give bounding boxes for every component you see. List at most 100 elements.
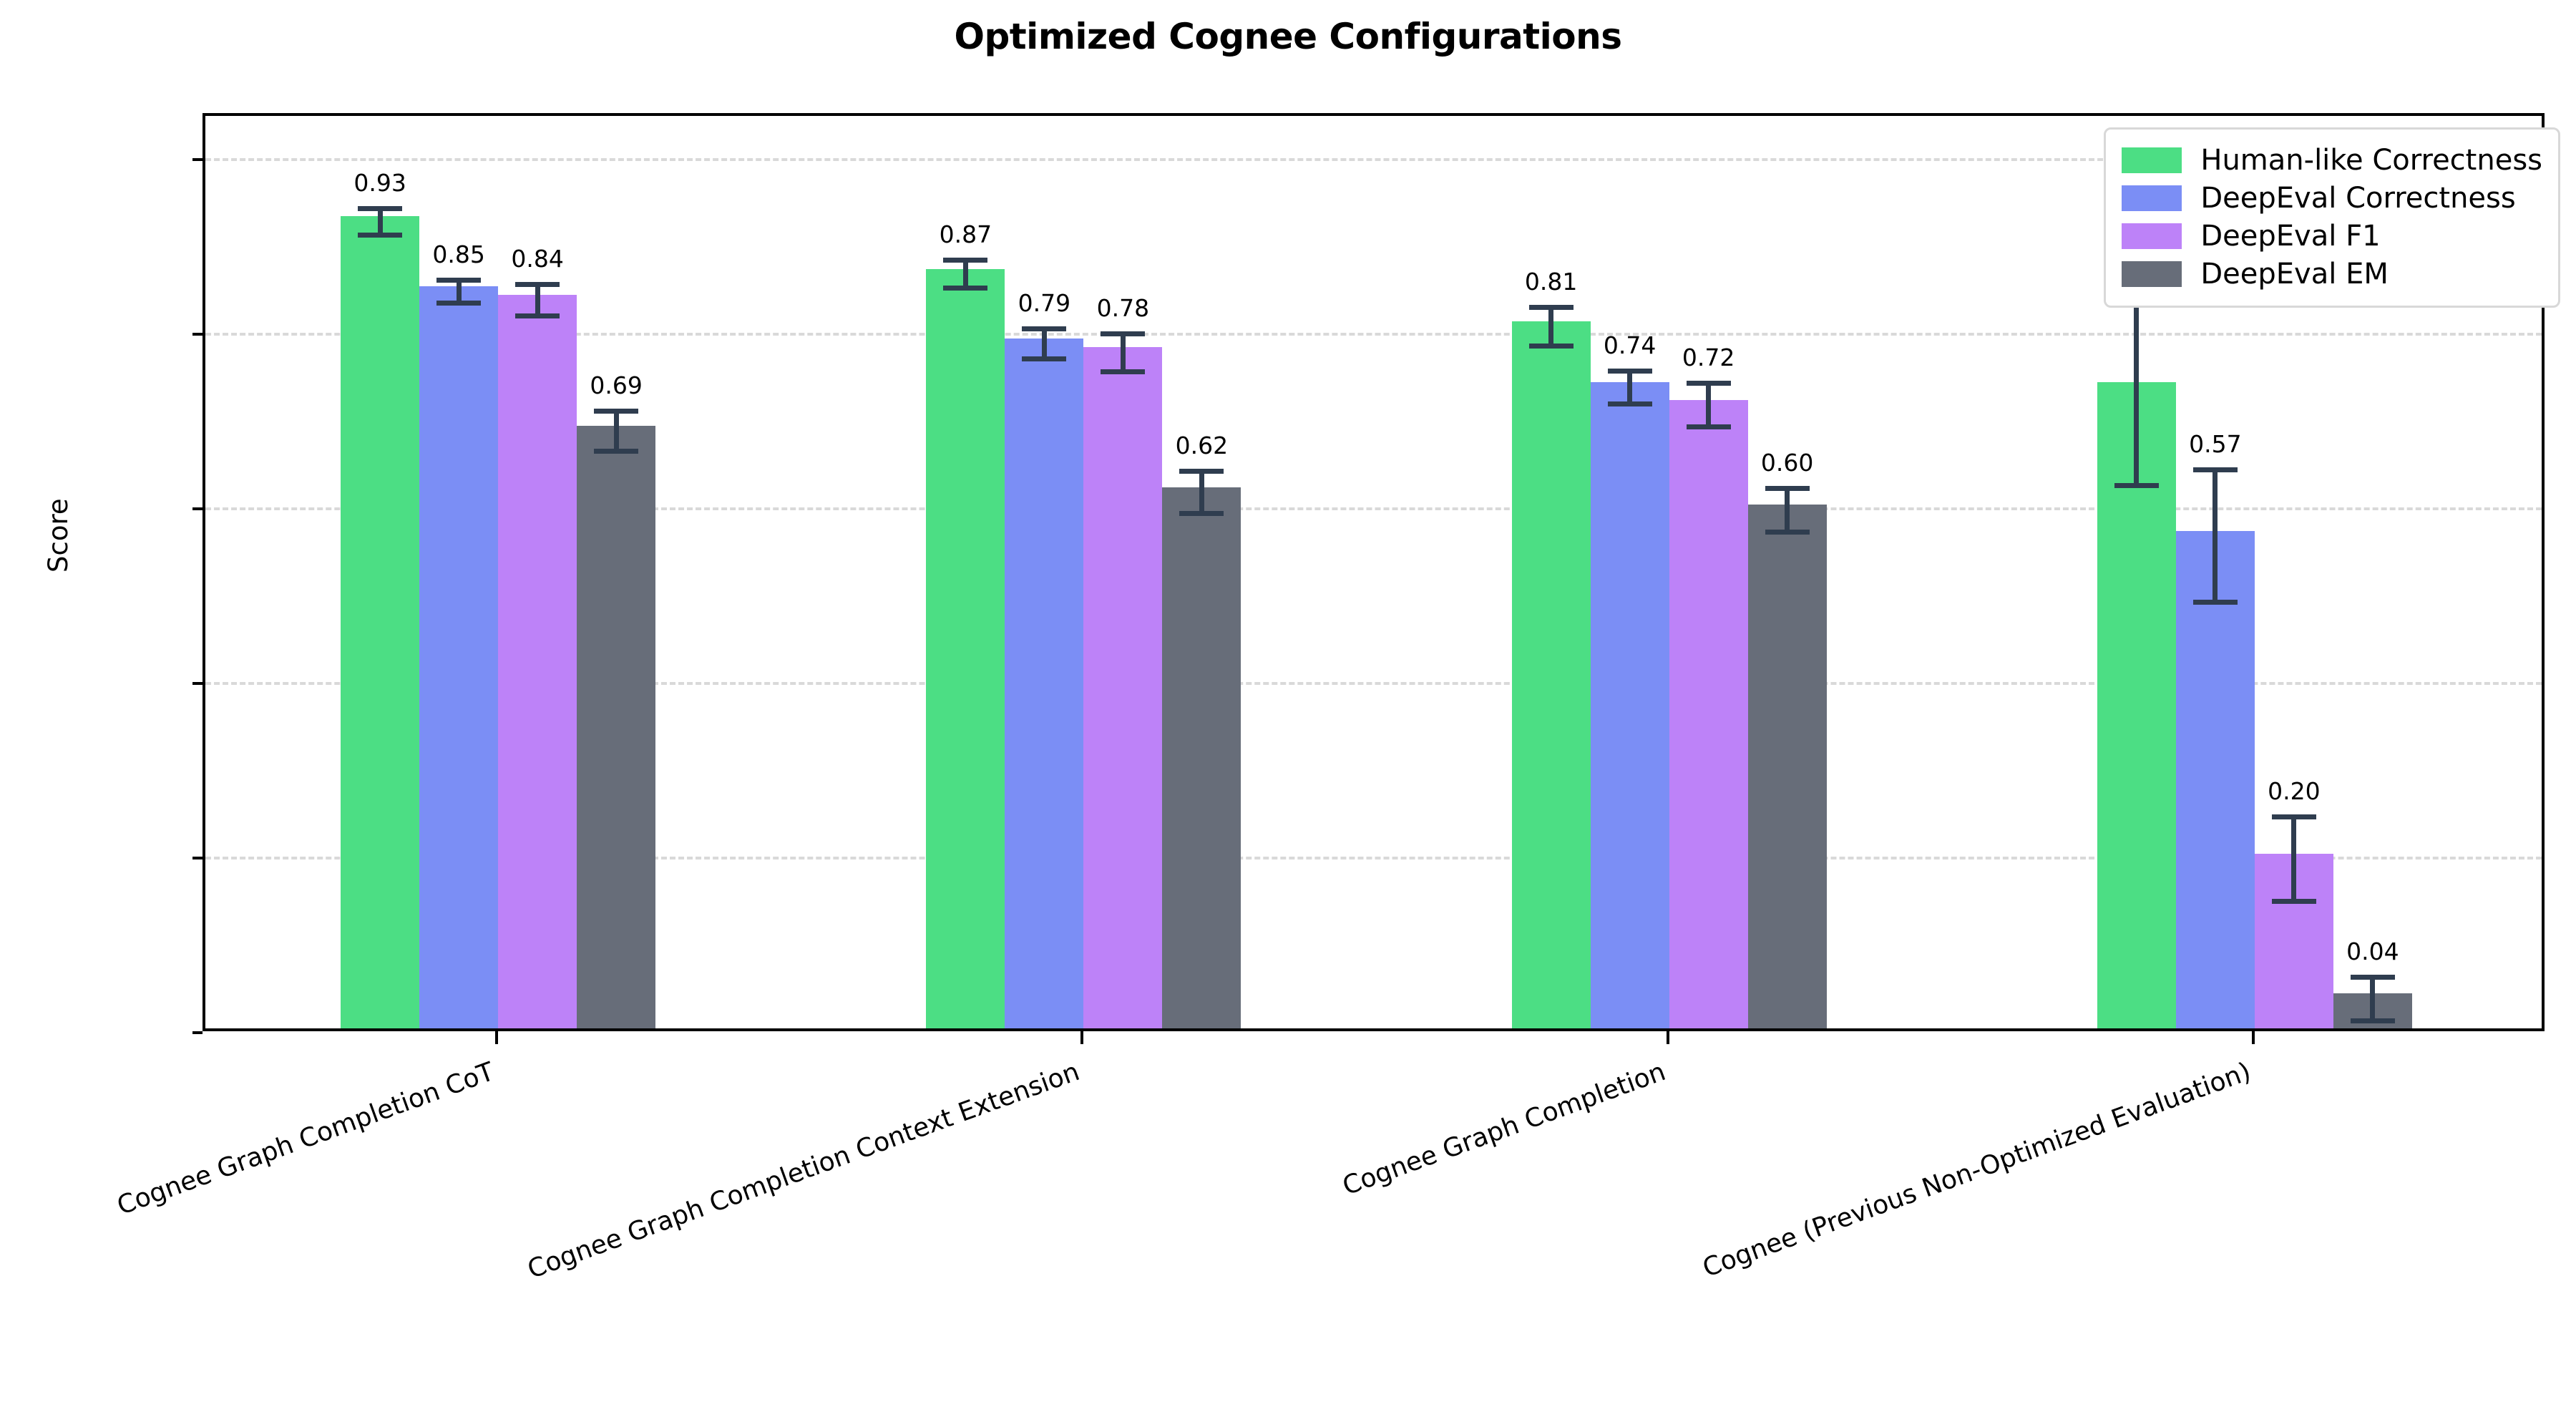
y-tick-mark [192, 1031, 203, 1034]
x-tick-mark [1080, 1031, 1084, 1044]
error-bar-line [1199, 469, 1204, 511]
error-bar-cap-top [1528, 304, 1574, 310]
bar [1083, 347, 1163, 1028]
error-bar-cap-top [2192, 467, 2238, 472]
x-tick-mark [2251, 1031, 2255, 1044]
bar-value-label: 0.79 [1018, 289, 1071, 318]
error-bar-line [1706, 381, 1712, 425]
error-bar-cap-bottom [2350, 1018, 2395, 1023]
bar-value-label: 0.62 [1175, 432, 1229, 460]
y-tick-mark [192, 857, 203, 859]
y-tick-mark [192, 158, 203, 161]
error-bar-line [2370, 974, 2376, 1018]
bar-value-label: 0.69 [590, 371, 643, 400]
bar [419, 286, 499, 1028]
y-axis-label: Score [43, 498, 74, 573]
legend-item[interactable]: Human-like Correctness [2122, 141, 2542, 179]
error-bar-cap-top [1179, 469, 1224, 474]
bar-value-label: 0.78 [1096, 293, 1150, 322]
legend-item-label: DeepEval Correctness [2200, 181, 2516, 215]
y-tick-mark [192, 333, 203, 336]
error-bar-line [1120, 331, 1126, 370]
bar-value-label: 0.93 [353, 169, 406, 198]
error-bar-cap-top [1022, 326, 1067, 332]
error-bar-line [456, 278, 462, 301]
bar-value-label: 0.85 [432, 240, 485, 269]
bar [1511, 321, 1591, 1028]
bar [1669, 399, 1748, 1028]
error-bar-cap-bottom [1179, 510, 1224, 516]
error-bar-cap-bottom [436, 300, 482, 306]
error-bar-cap-bottom [2192, 600, 2238, 605]
chart-title: Optimized Cognee Configurations [954, 16, 1622, 57]
error-bar-line [1785, 485, 1790, 530]
bar [1747, 505, 1827, 1028]
bar [926, 268, 1005, 1028]
error-bar-line [1627, 369, 1633, 402]
legend-swatch-icon [2122, 223, 2182, 249]
error-bar-cap-bottom [1765, 529, 1810, 535]
error-bar-line [535, 282, 540, 314]
bar-value-label: 0.57 [2189, 429, 2242, 458]
legend-item-label: Human-like Correctness [2200, 143, 2542, 177]
x-tick-mark [1666, 1031, 1669, 1044]
error-bar-line [377, 206, 383, 233]
bar-value-label: 0.60 [1760, 448, 1814, 477]
bar [577, 426, 656, 1028]
x-tick-mark [495, 1031, 499, 1044]
error-bar-cap-bottom [515, 313, 560, 319]
error-bar-cap-bottom [594, 449, 639, 454]
error-bar-line [1548, 304, 1554, 344]
bar-value-label: 0.72 [1682, 344, 1735, 372]
bar [498, 295, 577, 1028]
bar [2097, 382, 2176, 1028]
error-bar-line [2291, 814, 2297, 899]
x-tick-label: Cognee Graph Completion Context Extensio… [524, 1057, 1084, 1285]
error-bar-cap-bottom [1022, 356, 1067, 361]
x-tick-label: Cognee Graph Completion [1338, 1057, 1669, 1202]
error-bar-cap-bottom [1686, 424, 1731, 430]
legend-swatch-icon [2122, 147, 2182, 173]
error-bar-cap-top [2350, 974, 2395, 980]
error-bar-cap-top [515, 282, 560, 288]
error-bar-line [613, 409, 619, 449]
bar [2175, 530, 2255, 1028]
error-bar-cap-bottom [1607, 401, 1652, 407]
x-tick-label: Cognee (Previous Non-Optimized Evaluatio… [1699, 1057, 2255, 1284]
error-bar-cap-top [1101, 331, 1146, 336]
error-bar-cap-bottom [943, 286, 988, 291]
bar [1005, 339, 1084, 1028]
error-bar-cap-top [1607, 369, 1652, 374]
bar [341, 216, 420, 1028]
bar-value-label: 0.04 [2346, 937, 2399, 965]
legend-item-label: DeepEval EM [2200, 257, 2389, 291]
error-bar-line [1041, 326, 1047, 356]
error-bar-cap-top [1765, 485, 1810, 491]
error-bar-cap-top [2271, 814, 2316, 820]
error-bar-cap-top [594, 409, 639, 414]
error-bar-cap-bottom [2271, 898, 2316, 904]
bar-value-label: 0.87 [939, 220, 992, 249]
error-bar-cap-bottom [1101, 369, 1146, 375]
legend-item[interactable]: DeepEval Correctness [2122, 179, 2542, 217]
bar [1590, 382, 1669, 1028]
error-bar-cap-bottom [2114, 482, 2159, 488]
chart-figure: Optimized Cognee Configurations Score 0.… [43, 16, 2560, 1285]
y-tick-mark [192, 507, 203, 510]
error-bar-line [962, 258, 968, 286]
bar-value-label: 0.20 [2268, 777, 2321, 806]
bar-value-label: 0.74 [1603, 331, 1657, 360]
error-bar-cap-top [436, 278, 482, 283]
error-bar-cap-bottom [1528, 343, 1574, 349]
legend-swatch-icon [2122, 185, 2182, 211]
legend-item[interactable]: DeepEval EM [2122, 255, 2542, 293]
y-tick-mark [192, 682, 203, 685]
bar-value-label: 0.84 [511, 245, 564, 273]
chart-legend: Human-like Correctness DeepEval Correctne… [2104, 127, 2560, 308]
error-bar-cap-top [943, 258, 988, 263]
error-bar-cap-bottom [358, 232, 403, 238]
legend-item[interactable]: DeepEval F1 [2122, 217, 2542, 255]
error-bar-cap-top [358, 206, 403, 212]
error-bar-cap-top [1686, 381, 1731, 386]
legend-item-label: DeepEval F1 [2200, 219, 2381, 253]
